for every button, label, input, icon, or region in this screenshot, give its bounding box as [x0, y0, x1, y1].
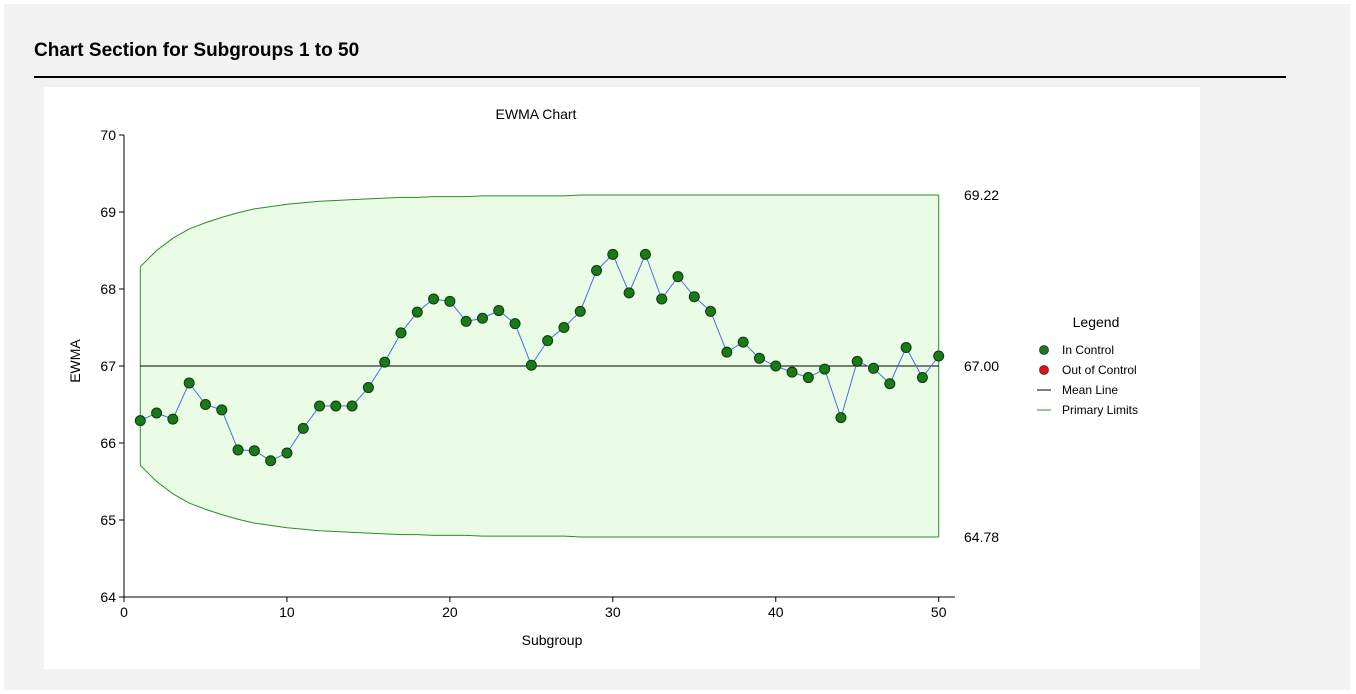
- mean-value-label: 67.00: [964, 358, 999, 374]
- data-point: [297, 422, 309, 434]
- data-point: [134, 415, 146, 427]
- section-divider: [34, 76, 1286, 78]
- data-point: [314, 400, 326, 412]
- data-point: [525, 359, 537, 371]
- data-point: [281, 447, 293, 459]
- data-point: [476, 312, 488, 324]
- y-tick-label: 68: [100, 281, 116, 297]
- data-point: [607, 248, 619, 260]
- legend-item-label: Primary Limits: [1062, 403, 1138, 417]
- data-point: [493, 305, 505, 317]
- y-axis-label: EWMA: [67, 339, 83, 383]
- ucl-value-label: 69.22: [964, 187, 999, 203]
- plot-area: 64 65 66 67 68 69 70 0 10 20 30 40 50: [100, 127, 955, 620]
- data-point: [851, 355, 863, 367]
- legend-marker: [1039, 365, 1049, 375]
- data-point: [835, 412, 847, 424]
- upper-control-limit-line: [139, 194, 939, 268]
- data-point: [542, 335, 554, 347]
- y-tick-label: 65: [100, 512, 116, 528]
- x-tick-label: 40: [768, 604, 784, 620]
- data-point: [232, 444, 244, 456]
- x-tick-label: 30: [605, 604, 621, 620]
- data-point: [770, 360, 782, 372]
- legend-item-label: Out of Control: [1062, 363, 1137, 377]
- data-point: [639, 248, 651, 260]
- data-point: [558, 322, 570, 333]
- ewma-chart: EWMA Chart 64 65 66 67 68 69 70 0 10 20 30 40 50 Sub…: [67, 106, 1138, 648]
- chart-title: EWMA Chart: [496, 106, 577, 122]
- data-point: [330, 400, 342, 412]
- report-page: Chart Section for Subgroups 1 to 50 EWMA…: [4, 4, 1350, 690]
- y-tick-label: 66: [100, 435, 116, 451]
- data-point: [248, 445, 260, 457]
- data-point: [574, 305, 586, 317]
- data-point: [460, 315, 472, 327]
- data-point: [688, 291, 700, 303]
- data-point: [737, 336, 749, 348]
- data-point: [868, 362, 880, 374]
- data-point: [151, 407, 163, 419]
- data-point: [362, 382, 374, 394]
- data-point: [753, 352, 765, 364]
- data-point: [916, 372, 928, 384]
- data-point: [819, 363, 831, 375]
- data-point: [802, 372, 814, 384]
- y-tick-label: 67: [100, 358, 116, 374]
- x-tick-label: 20: [442, 604, 458, 620]
- x-tick-label: 50: [931, 604, 947, 620]
- data-point: [346, 400, 358, 412]
- data-point: [656, 293, 668, 305]
- y-tick-label: 64: [100, 589, 116, 605]
- data-point: [900, 342, 912, 354]
- x-tick-label: 0: [120, 604, 128, 620]
- data-point: [884, 378, 896, 390]
- data-point: [379, 356, 391, 368]
- data-point: [721, 346, 733, 358]
- legend: Legend In Control Out of Control Mean Line…: [1037, 314, 1138, 417]
- y-tick-label: 69: [100, 204, 116, 220]
- data-point: [216, 404, 228, 416]
- data-point: [199, 399, 211, 410]
- legend-marker: [1039, 345, 1049, 355]
- legend-item-label: In Control: [1062, 343, 1114, 357]
- data-point: [444, 295, 456, 307]
- data-point: [786, 366, 798, 378]
- section-title: Chart Section for Subgroups 1 to 50: [34, 40, 360, 61]
- data-point: [167, 413, 179, 425]
- data-point: [933, 350, 945, 362]
- data-point: [183, 377, 195, 389]
- x-axis-label: Subgroup: [522, 632, 583, 648]
- data-point: [623, 287, 635, 299]
- legend-title: Legend: [1073, 314, 1120, 330]
- data-point: [591, 265, 603, 277]
- legend-item-label: Mean Line: [1062, 383, 1118, 397]
- chart-panel: EWMA Chart 64 65 66 67 68 69 70 0 10 20 30 40 50 Sub…: [44, 87, 1200, 669]
- data-point: [395, 327, 407, 339]
- data-point: [411, 306, 423, 318]
- x-tick-label: 10: [279, 604, 295, 620]
- lcl-value-label: 64.78: [964, 529, 999, 545]
- y-tick-label: 70: [100, 127, 116, 143]
- data-point: [428, 293, 440, 305]
- data-point: [509, 318, 521, 330]
- data-point: [672, 271, 684, 283]
- data-point: [265, 455, 277, 467]
- lower-control-limit-line: [139, 464, 939, 538]
- data-point: [705, 305, 717, 317]
